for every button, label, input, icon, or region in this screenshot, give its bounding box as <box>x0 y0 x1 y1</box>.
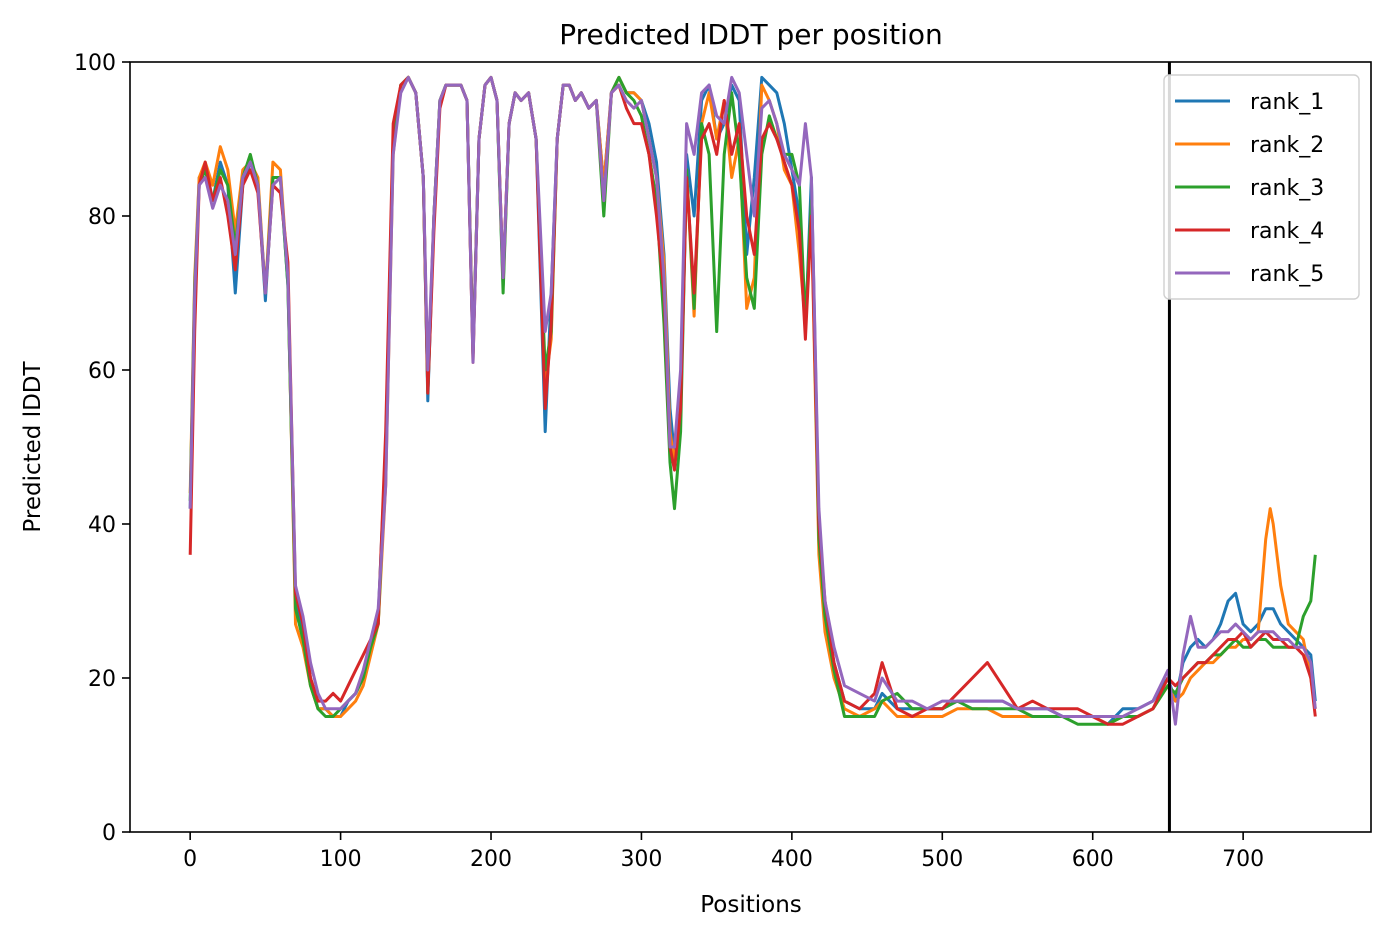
legend-label: rank_1 <box>1250 90 1324 115</box>
series-line-rank_3 <box>188 75 1317 726</box>
x-tick-label: 700 <box>1222 847 1264 872</box>
x-axis-label: Positions <box>700 892 802 918</box>
series-line-rank_1 <box>188 75 1317 726</box>
series-line-rank_5 <box>188 75 1317 726</box>
x-tick-label: 300 <box>620 847 662 872</box>
legend-label: rank_3 <box>1250 176 1324 201</box>
plot-frame <box>129 61 1372 833</box>
legend-label: rank_4 <box>1250 219 1324 244</box>
x-tick-label: 500 <box>921 847 963 872</box>
x-tick-label: 0 <box>183 847 197 872</box>
legend-box <box>1163 74 1360 300</box>
x-tick-label: 200 <box>470 847 512 872</box>
y-tick-label: 100 <box>74 51 116 76</box>
legend-label: rank_5 <box>1250 262 1324 287</box>
legend-label: rank_2 <box>1250 133 1324 158</box>
x-tick-label: 100 <box>320 847 362 872</box>
chart-title: Predicted lDDT per position <box>559 18 943 51</box>
legend: rank_1 rank_2 rank_3 rank_4 rank_5 <box>1163 74 1360 300</box>
y-tick-label: 80 <box>88 205 116 230</box>
y-tick-label: 20 <box>88 667 116 692</box>
x-tick-label: 600 <box>1072 847 1114 872</box>
x-axis-ticks: 0 100 200 300 400 500 600 700 <box>183 832 1264 872</box>
y-tick-label: 40 <box>88 513 116 538</box>
x-tick-label: 400 <box>771 847 813 872</box>
series-line-rank_2 <box>188 75 1317 726</box>
y-axis-label: Predicted lDDT <box>20 360 46 532</box>
y-tick-label: 0 <box>102 821 116 846</box>
series-layer <box>188 75 1317 726</box>
y-tick-label: 60 <box>88 359 116 384</box>
series-line-rank_4 <box>188 75 1317 726</box>
y-axis-ticks: 0 20 40 60 80 100 <box>74 51 130 846</box>
